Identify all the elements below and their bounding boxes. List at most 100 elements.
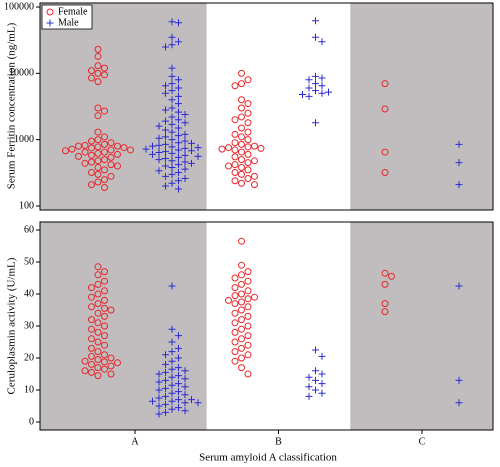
- point-shape: [168, 389, 176, 397]
- point: [318, 89, 326, 97]
- point-shape: [168, 128, 176, 136]
- point-shape: [305, 92, 313, 100]
- point-shape: [168, 164, 176, 172]
- point: [162, 162, 169, 170]
- point: [101, 148, 108, 156]
- point: [168, 80, 176, 88]
- point-shape: [168, 365, 176, 373]
- point: [244, 370, 252, 378]
- point: [81, 148, 89, 156]
- point: [305, 84, 313, 92]
- point: [238, 133, 245, 141]
- point: [168, 149, 176, 157]
- point-shape: [175, 380, 182, 388]
- category-band: [206, 3, 351, 210]
- category-band: [350, 3, 493, 210]
- legend-label: Male: [58, 17, 79, 28]
- point: [94, 52, 102, 60]
- point: [175, 124, 182, 132]
- point: [168, 104, 176, 112]
- point: [238, 164, 245, 172]
- point: [94, 157, 102, 165]
- point-shape: [455, 376, 463, 384]
- point-shape: [175, 344, 182, 352]
- point: [231, 357, 239, 365]
- point: [168, 338, 176, 346]
- point: [244, 136, 252, 144]
- point: [94, 170, 102, 178]
- point: [312, 33, 319, 41]
- point: [231, 82, 239, 90]
- point-shape: [168, 373, 176, 381]
- point: [238, 364, 245, 372]
- x-tick-label: A: [131, 436, 139, 447]
- y-tick-label: 50: [24, 256, 34, 267]
- y-tick-label: 0: [29, 416, 34, 427]
- point: [155, 134, 163, 142]
- point: [168, 113, 176, 121]
- point-shape: [305, 373, 313, 381]
- point: [101, 64, 108, 72]
- point-shape: [168, 179, 176, 187]
- point: [88, 168, 95, 176]
- point: [94, 164, 102, 172]
- point: [175, 332, 182, 340]
- point: [231, 274, 239, 282]
- point-shape: [455, 181, 463, 189]
- point: [251, 181, 258, 189]
- point: [231, 300, 239, 308]
- point-shape: [175, 364, 182, 372]
- y-tick-label: 30: [24, 320, 34, 331]
- point: [244, 76, 252, 84]
- point: [225, 296, 232, 304]
- point: [168, 179, 176, 187]
- point: [175, 344, 182, 352]
- point-shape: [168, 381, 176, 389]
- point-shape: [155, 156, 163, 164]
- point: [107, 161, 115, 169]
- point: [168, 170, 176, 178]
- point: [238, 80, 245, 88]
- point: [312, 80, 319, 88]
- point-shape: [181, 383, 189, 391]
- point: [175, 132, 182, 140]
- point: [231, 139, 239, 147]
- point: [175, 153, 182, 161]
- point-shape: [168, 282, 176, 290]
- point-shape: [155, 134, 163, 142]
- point: [455, 140, 463, 148]
- point: [175, 92, 182, 100]
- point: [94, 328, 102, 336]
- point: [244, 322, 252, 330]
- point: [181, 399, 189, 407]
- point: [251, 157, 258, 165]
- point: [244, 287, 252, 295]
- point: [88, 303, 95, 311]
- point: [455, 181, 463, 189]
- point: [175, 76, 182, 84]
- point: [168, 389, 176, 397]
- point-shape: [175, 132, 182, 140]
- point: [244, 166, 252, 174]
- point-shape: [318, 380, 326, 388]
- point: [101, 365, 108, 373]
- point: [238, 104, 245, 112]
- point: [175, 354, 182, 362]
- point-shape: [312, 17, 319, 25]
- point-shape: [318, 82, 326, 90]
- point-shape: [175, 354, 182, 362]
- point: [238, 69, 245, 77]
- y-tick-label: 100000: [4, 1, 34, 12]
- point: [175, 139, 182, 147]
- point: [94, 149, 102, 157]
- point: [149, 150, 156, 158]
- point: [455, 399, 463, 407]
- point-shape: [455, 399, 463, 407]
- point: [107, 370, 115, 378]
- point-shape: [305, 383, 313, 391]
- point: [168, 120, 176, 128]
- point: [231, 284, 239, 292]
- point: [194, 144, 202, 152]
- point: [94, 112, 102, 120]
- point-shape: [181, 375, 189, 383]
